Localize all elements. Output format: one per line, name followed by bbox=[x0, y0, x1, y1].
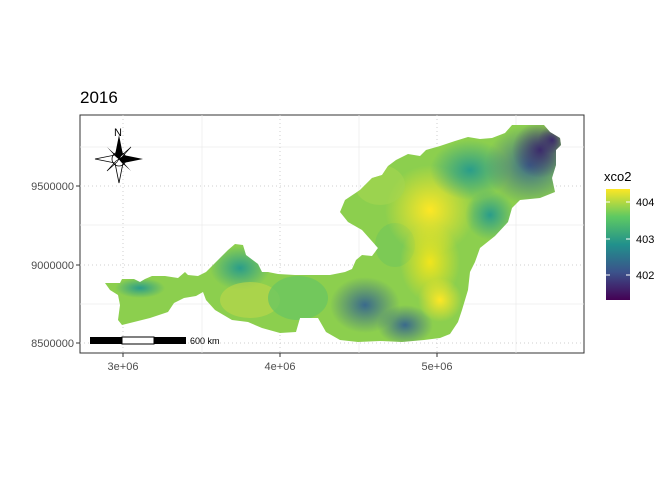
legend: xco2 404 403 402 bbox=[604, 169, 654, 300]
x-tick-label: 5e+06 bbox=[422, 361, 453, 373]
y-tick-label: 9500000 bbox=[31, 181, 74, 193]
map-title: 2016 bbox=[80, 88, 118, 107]
legend-colorbar bbox=[606, 189, 630, 300]
x-tick-label: 3e+06 bbox=[108, 361, 139, 373]
north-arrow-icon bbox=[94, 135, 143, 184]
scale-bar: 600 km bbox=[90, 336, 220, 346]
y-tick-label: 9000000 bbox=[31, 260, 74, 272]
scale-label: 600 km bbox=[190, 336, 220, 346]
x-axis: 3e+06 4e+06 5e+06 bbox=[108, 353, 453, 373]
legend-label: 403 bbox=[636, 234, 654, 246]
y-axis: 8500000 9000000 9500000 bbox=[31, 181, 80, 350]
legend-title: xco2 bbox=[604, 169, 631, 184]
x-tick-label: 4e+06 bbox=[265, 361, 296, 373]
legend-label: 402 bbox=[636, 270, 654, 282]
y-tick-label: 8500000 bbox=[31, 338, 74, 350]
north-label: N bbox=[114, 127, 122, 139]
legend-label: 404 bbox=[636, 197, 654, 209]
